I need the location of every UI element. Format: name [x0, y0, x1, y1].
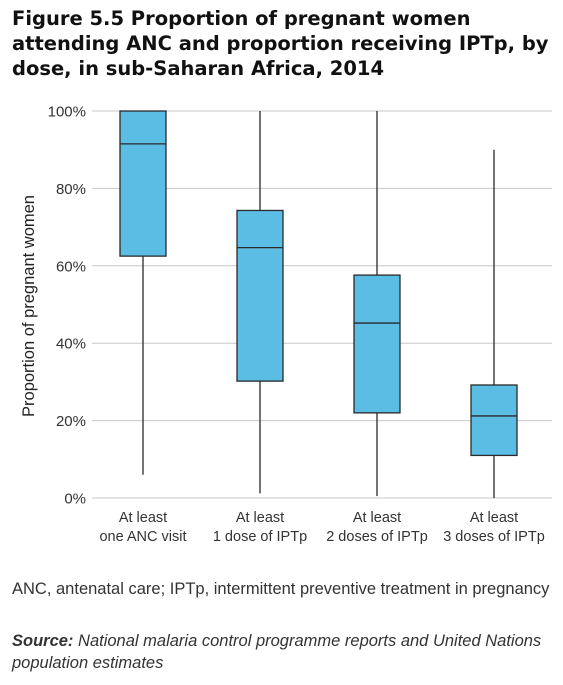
abbreviation-note: ANC, antenatal care; IPTp, intermittent … [12, 580, 550, 598]
box-plot-chart: 0% 20% 40% 60% 80% 100% Proportion of pregnan… [20, 104, 552, 545]
x-category-label: At least 2 doses of IPTp [326, 510, 428, 545]
box-4 [470, 149, 518, 498]
x-category-label-line: At least [119, 510, 167, 526]
source-note: Source: National malaria control program… [12, 630, 557, 674]
x-axis-ticks: At least one ANC visit At least 1 dose of I… [99, 510, 544, 545]
gridlines [92, 110, 552, 499]
x-category-label-line: 2 doses of IPTp [326, 529, 428, 545]
y-axis-ticks: 0% 20% 40% 60% 80% 100% [48, 104, 86, 508]
interquartile-box [119, 110, 167, 257]
y-tick-label: 60% [56, 258, 86, 275]
interquartile-box [353, 274, 401, 414]
interquartile-box [470, 384, 518, 457]
box-3 [353, 111, 401, 497]
boxes [119, 110, 518, 498]
x-category-label: At least 3 doses of IPTp [443, 510, 545, 545]
box-1 [119, 110, 167, 475]
y-axis-label: Proportion of pregnant women [20, 195, 38, 417]
x-category-label-line: one ANC visit [99, 529, 186, 545]
figure-title: Figure 5.5 Proportion of pregnant women … [12, 7, 549, 80]
x-category-label-line: At least [236, 510, 284, 526]
y-tick-label: 40% [56, 336, 86, 353]
y-tick-label: 80% [56, 181, 86, 198]
x-category-label-line: At least [353, 510, 401, 526]
source-label: Source: [12, 632, 74, 650]
y-tick-label: 100% [48, 104, 86, 121]
interquartile-box [236, 209, 284, 382]
x-category-label: At least one ANC visit [99, 510, 186, 545]
y-tick-label: 0% [64, 491, 86, 508]
x-category-label: At least 1 dose of IPTp [213, 510, 307, 545]
source-text: National malaria control programme repor… [12, 632, 542, 672]
x-category-label-line: 3 doses of IPTp [443, 529, 545, 545]
box-2 [236, 111, 284, 494]
x-category-label-line: 1 dose of IPTp [213, 529, 307, 545]
y-tick-label: 20% [56, 413, 86, 430]
x-category-label-line: At least [470, 510, 518, 526]
